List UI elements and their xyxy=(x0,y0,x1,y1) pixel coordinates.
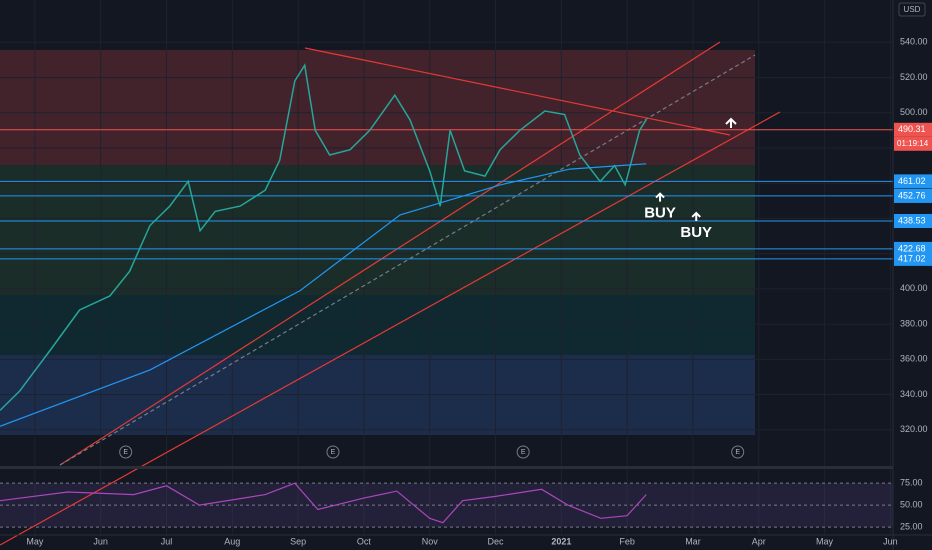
zone-green xyxy=(0,165,755,295)
x-tick-label: Nov xyxy=(422,536,439,546)
buy-arrow xyxy=(691,211,701,221)
earnings-marker xyxy=(326,445,340,459)
x-tick-label: 2021 xyxy=(551,536,571,546)
earnings-label: E xyxy=(123,449,128,456)
price-tag-label: 452.76 xyxy=(898,190,926,200)
annotation: BUY xyxy=(644,205,676,222)
x-tick-label: Jun xyxy=(883,536,898,546)
price-tag xyxy=(894,188,932,203)
x-tick-label: Mar xyxy=(685,536,701,546)
price-tag-label: 461.02 xyxy=(898,176,926,186)
arrow-icon xyxy=(725,117,737,128)
x-tick-label: Aug xyxy=(224,536,240,546)
zones xyxy=(0,50,755,435)
y-tick-label: 340.00 xyxy=(900,389,928,399)
x-tick-label: Sep xyxy=(290,536,306,546)
price-tag xyxy=(894,174,932,189)
countdown: 01:19:14 xyxy=(897,139,929,148)
trend-line xyxy=(0,111,781,546)
y-tick-label: 320.00 xyxy=(900,424,928,434)
y-tick-label: 500.00 xyxy=(900,107,928,117)
price-tag xyxy=(894,251,932,266)
price-tag-label: 422.68 xyxy=(898,243,926,253)
trend-line-dashed xyxy=(59,54,756,466)
x-tick-label: Apr xyxy=(752,536,766,546)
rsi-tick-label: 50.00 xyxy=(900,500,923,510)
price-tag-label: 438.53 xyxy=(898,215,926,225)
earnings-label: E xyxy=(521,449,526,456)
x-tick-label: Jul xyxy=(161,536,173,546)
rsi-tick-label: 25.00 xyxy=(900,521,923,531)
annotation: BUY xyxy=(680,224,712,241)
series-line xyxy=(0,163,647,427)
price-tag-label: 490.31 xyxy=(898,124,926,134)
y-tick-label: 380.00 xyxy=(900,318,928,328)
series-line xyxy=(0,63,647,411)
pane-separator xyxy=(0,466,893,469)
trend-line xyxy=(304,47,731,136)
earnings-marker xyxy=(516,445,530,459)
y-tick-label: 400.00 xyxy=(900,283,928,293)
earnings-marker xyxy=(119,445,133,459)
buy-arrow xyxy=(655,192,665,202)
zone-red xyxy=(0,50,755,165)
price-tag-label: 417.02 xyxy=(898,253,926,263)
x-tick-label: Oct xyxy=(357,536,372,546)
series-line xyxy=(0,482,647,524)
x-tick-label: Dec xyxy=(488,536,505,546)
trend-line xyxy=(59,41,721,466)
earnings-label: E xyxy=(735,449,740,456)
x-tick-label: Feb xyxy=(619,536,635,546)
price-tag xyxy=(894,213,932,228)
earnings-marker xyxy=(731,445,745,459)
y-tick-label: 520.00 xyxy=(900,72,928,82)
y-tick-label: 360.00 xyxy=(900,354,928,364)
trend-lines xyxy=(0,41,781,546)
earnings-label: E xyxy=(331,449,336,456)
zone-teal xyxy=(0,295,755,355)
x-tick-label: Jun xyxy=(93,536,108,546)
x-tick-label: May xyxy=(26,536,44,546)
x-tick-label: May xyxy=(816,536,834,546)
price-tag xyxy=(894,122,932,137)
countdown-tag xyxy=(894,136,932,151)
rsi-tick-label: 75.00 xyxy=(900,478,923,488)
currency: USD xyxy=(904,5,921,14)
y-tick-label: 540.00 xyxy=(900,37,928,47)
currency-box xyxy=(898,2,926,17)
